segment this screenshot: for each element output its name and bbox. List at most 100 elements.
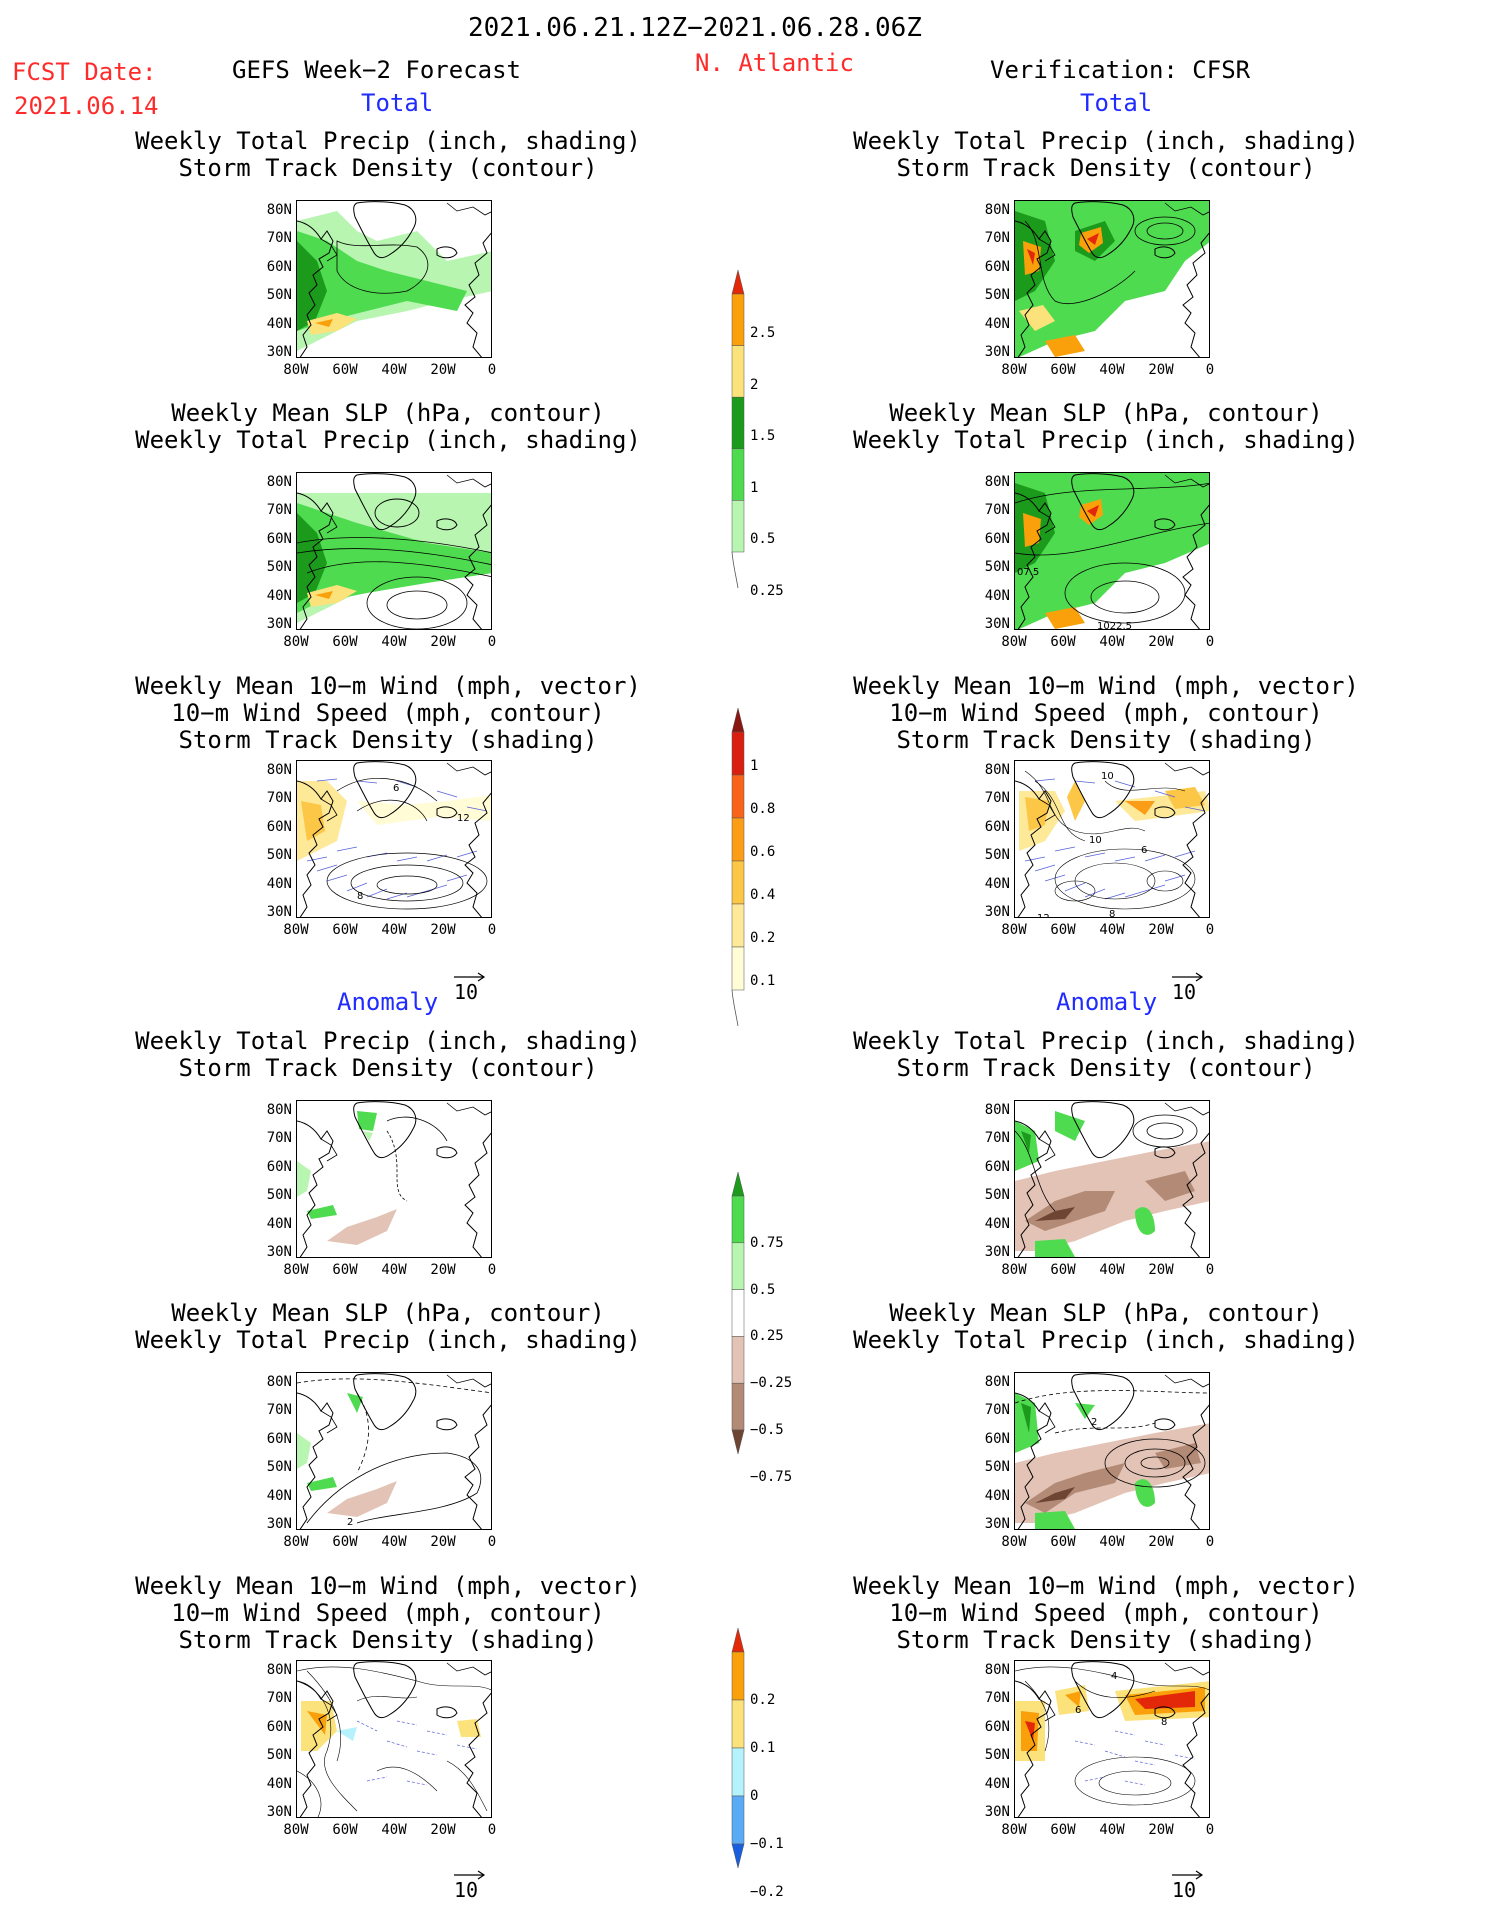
colorbar-tick-label: 0.5 xyxy=(750,1281,776,1298)
lat-tick-label: 40N xyxy=(984,875,1010,892)
colorbar-cap-top xyxy=(731,1171,745,1197)
lon-tick-label: 20W xyxy=(430,634,456,650)
colorbar-tick-label: −0.2 xyxy=(750,1884,784,1900)
map-slp-total-cfsr: 07.5 1022.5 xyxy=(1014,472,1210,630)
lon-tick-label: 20W xyxy=(430,362,456,378)
lon-tick-label: 0 xyxy=(1205,1534,1215,1550)
lon-tick-label: 0 xyxy=(487,362,497,378)
lat-tick-label: 50N xyxy=(984,287,1010,304)
panel-title-slp-anom-cfsr: Weekly Mean SLP (hPa, contour) Weekly Tot… xyxy=(853,1299,1359,1354)
lat-tick-label: 50N xyxy=(266,287,292,304)
lat-tick-label: 70N xyxy=(984,230,1010,247)
period-title: 2021.06.21.12Z−2021.06.28.06Z xyxy=(468,13,922,43)
colorbar-tail xyxy=(731,551,739,589)
colorbar-track-anom xyxy=(730,1627,746,1882)
lat-tick-label: 50N xyxy=(266,1747,292,1764)
lat-tick-label: 30N xyxy=(984,904,1010,920)
lat-tick-label: 40N xyxy=(266,1487,292,1504)
lon-tick-label: 20W xyxy=(1148,1822,1174,1838)
lat-tick-label: 60N xyxy=(266,258,292,275)
colorbar-tick-label: 0 xyxy=(750,1788,759,1804)
map-wind-total-cfsr: 10 10 6 12 8 xyxy=(1014,760,1210,918)
lon-tick-label: 20W xyxy=(430,1262,456,1278)
colorbar-segment xyxy=(731,731,745,776)
colorbar-precip-total xyxy=(730,269,746,596)
lat-tick-label: 40N xyxy=(266,1215,292,1232)
forecast-column-title: GEFS Week−2 Forecast xyxy=(232,56,521,84)
lat-tick-label: 30N xyxy=(266,1516,292,1532)
lat-tick-label: 80N xyxy=(984,762,1010,778)
colorbar-segment xyxy=(731,1289,745,1337)
colorbar-tick-label: 0.25 xyxy=(750,582,784,599)
lon-tick-label: 40W xyxy=(381,922,407,938)
colorbar-segment xyxy=(731,1242,745,1290)
colorbar-segment xyxy=(731,946,745,991)
lon-tick-label: 80W xyxy=(283,1262,309,1278)
lat-tick-label: 50N xyxy=(984,559,1010,576)
lon-tick-label: 40W xyxy=(381,362,407,378)
slp-anom-contour-label: 2 xyxy=(1091,1417,1097,1428)
colorbar-cap-top xyxy=(731,1627,745,1653)
lat-tick-label: 70N xyxy=(266,230,292,247)
colorbar-segment xyxy=(731,345,745,398)
wind-contour-label-e: 8 xyxy=(1109,909,1115,918)
colorbar-segment xyxy=(731,1747,745,1797)
fcst-date-value: 2021.06.14 xyxy=(14,92,159,120)
wind-contour-label-c: 8 xyxy=(357,891,363,902)
lat-tick-label: 40N xyxy=(266,315,292,332)
colorbar-segment xyxy=(731,817,745,862)
lat-tick-label: 60N xyxy=(266,530,292,547)
lon-tick-label: 20W xyxy=(1148,362,1174,378)
lon-tick-label: 20W xyxy=(430,1534,456,1550)
colorbar-cap-top xyxy=(731,707,745,733)
lon-tick-label: 80W xyxy=(1001,1534,1027,1550)
lon-tick-label: 20W xyxy=(1148,634,1174,650)
lat-tick-label: 40N xyxy=(984,587,1010,604)
lon-tick-label: 40W xyxy=(381,1262,407,1278)
vector-ref-arrow-icon xyxy=(1172,1870,1204,1880)
colorbar-tail xyxy=(731,989,739,1027)
lat-tick-label: 50N xyxy=(266,847,292,864)
map-precip-anom-cfsr xyxy=(1014,1100,1210,1258)
map-precip-total-cfsr xyxy=(1014,200,1210,358)
colorbar-tick-label: 1 xyxy=(750,479,759,496)
panel-title-wind-anom-gefs: Weekly Mean 10−m Wind (mph, vector) 10−m … xyxy=(135,1572,641,1654)
lat-tick-label: 60N xyxy=(266,1718,292,1735)
colorbar-segment xyxy=(731,1195,745,1244)
colorbar-segment xyxy=(731,1651,745,1701)
lon-tick-label: 60W xyxy=(332,634,358,650)
lat-tick-label: 80N xyxy=(266,1374,292,1390)
lat-tick-label: 80N xyxy=(984,1662,1010,1678)
map-slp-anom-gefs: 2 xyxy=(296,1372,492,1530)
wind-contour-label-b: 10 xyxy=(1089,835,1102,846)
lon-tick-label: 60W xyxy=(1050,634,1076,650)
lat-tick-label: 40N xyxy=(984,1775,1010,1792)
map-wind-anom-gefs xyxy=(296,1660,492,1818)
colorbar-tick-label: 0.75 xyxy=(750,1234,784,1251)
colorbar-tick-label: 2 xyxy=(750,376,759,393)
colorbar-segment xyxy=(731,860,745,905)
lon-tick-label: 60W xyxy=(1050,1262,1076,1278)
lat-tick-label: 80N xyxy=(266,202,292,218)
lon-tick-label: 60W xyxy=(332,1822,358,1838)
lat-tick-label: 50N xyxy=(266,1187,292,1204)
lat-tick-label: 50N xyxy=(984,847,1010,864)
colorbar-tick-label: 0.4 xyxy=(750,886,776,903)
panel-title-precip-anom-gefs: Weekly Total Precip (inch, shading) Storm… xyxy=(135,1027,641,1082)
lat-tick-label: 70N xyxy=(984,1402,1010,1419)
colorbar-tick-label: −0.1 xyxy=(750,1836,784,1852)
lon-tick-label: 80W xyxy=(1001,1822,1027,1838)
colorbar-tick-label: −0.25 xyxy=(750,1375,793,1392)
lon-tick-label: 0 xyxy=(1205,1822,1215,1838)
lat-tick-label: 80N xyxy=(266,474,292,490)
lon-tick-label: 0 xyxy=(1205,922,1215,938)
lat-tick-label: 50N xyxy=(984,1459,1010,1476)
lat-tick-label: 60N xyxy=(984,1158,1010,1175)
colorbar-segment xyxy=(731,774,745,819)
lat-tick-label: 30N xyxy=(984,1244,1010,1260)
lon-tick-label: 60W xyxy=(332,1534,358,1550)
lon-tick-label: 40W xyxy=(381,634,407,650)
panel-title-slp-total-cfsr: Weekly Mean SLP (hPa, contour) Weekly Tot… xyxy=(853,399,1359,454)
colorbar-segment xyxy=(731,1699,745,1749)
lon-tick-label: 20W xyxy=(430,1822,456,1838)
